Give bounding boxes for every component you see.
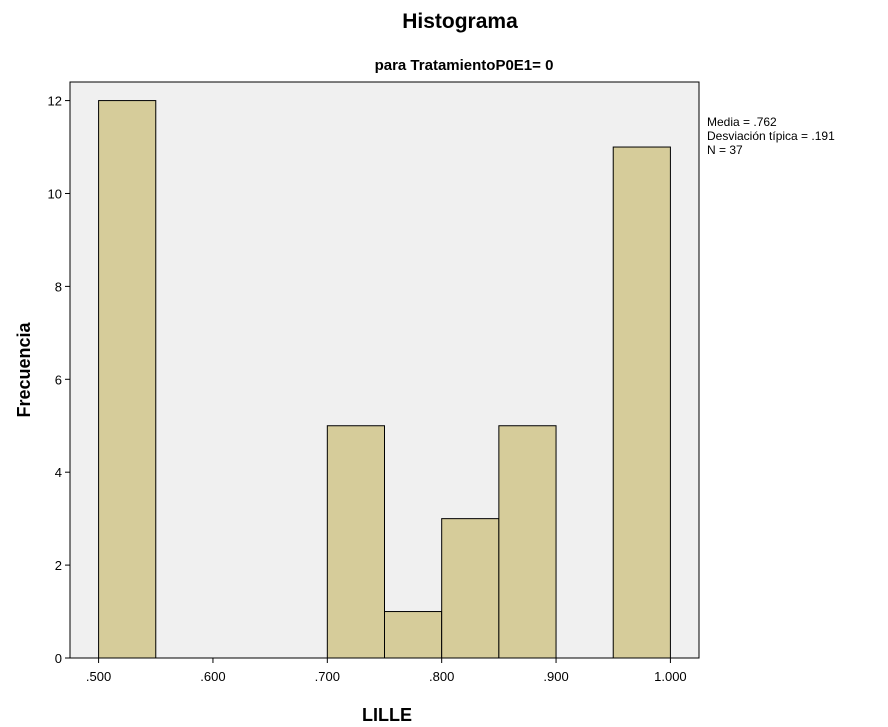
stats-std-dev: Desviación típica = .191 bbox=[707, 129, 835, 143]
x-tick-label: .600 bbox=[200, 669, 225, 684]
stats-box: Media = .762 Desviación típica = .191 N … bbox=[707, 115, 835, 157]
x-tick-label: .900 bbox=[543, 669, 568, 684]
x-tick-label: .800 bbox=[429, 669, 454, 684]
histogram-bar bbox=[326, 425, 385, 659]
histogram-bar bbox=[441, 518, 500, 659]
y-tick-label: 2 bbox=[55, 558, 62, 573]
chart-title: Histograma bbox=[402, 10, 518, 33]
x-tick-label: 1.000 bbox=[654, 669, 687, 684]
histogram-bar bbox=[498, 425, 557, 659]
stats-n: N = 37 bbox=[707, 143, 743, 157]
x-tick-label: .700 bbox=[315, 669, 340, 684]
histogram-bar bbox=[612, 146, 671, 659]
y-tick-label: 8 bbox=[55, 279, 62, 294]
chart-subtitle: para TratamientoP0E1= 0 bbox=[375, 57, 554, 74]
x-tick-label: .500 bbox=[86, 669, 111, 684]
y-tick-label: 6 bbox=[55, 372, 62, 387]
histogram-bar bbox=[384, 611, 443, 659]
stats-mean: Media = .762 bbox=[707, 115, 777, 129]
histogram-bar bbox=[98, 100, 157, 659]
x-axis-title: LILLE bbox=[362, 705, 412, 725]
y-tick-label: 12 bbox=[48, 94, 62, 109]
y-tick-label: 0 bbox=[55, 651, 62, 666]
y-axis-title: Frecuencia bbox=[14, 321, 34, 417]
y-tick-label: 10 bbox=[48, 186, 62, 201]
y-tick-label: 4 bbox=[55, 465, 62, 480]
